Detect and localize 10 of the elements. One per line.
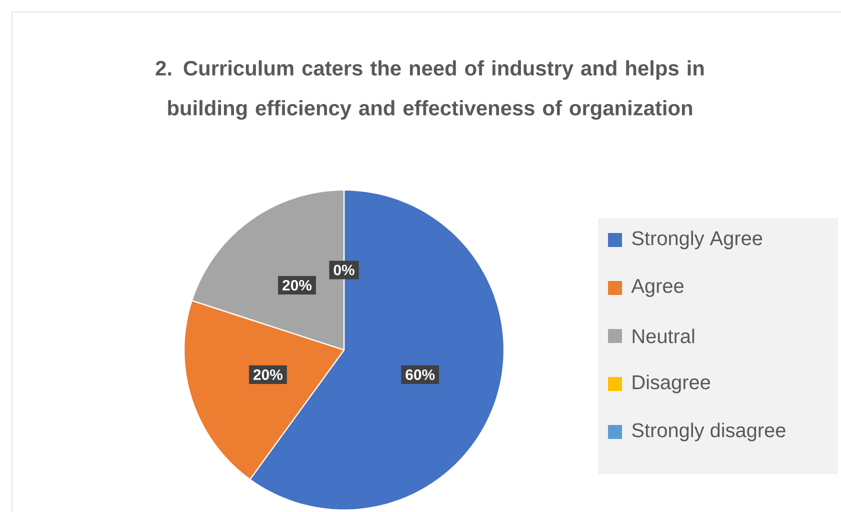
legend-label: Agree [631, 279, 684, 297]
text: 0% [334, 264, 354, 276]
data-label: 20% [282, 280, 312, 291]
legend-label: Disagree [632, 374, 710, 394]
legend-label: Strongly Agree [632, 230, 762, 250]
data-label: 60% [406, 369, 435, 380]
legend-label: Strongly disagree [632, 422, 786, 442]
chart-title: 2. Curriculum caters the need of industry and helps in building efficiency and effectiveness of organization [156, 60, 704, 120]
data-label: 20% [253, 369, 282, 380]
legend-label: Neutral [632, 328, 694, 344]
